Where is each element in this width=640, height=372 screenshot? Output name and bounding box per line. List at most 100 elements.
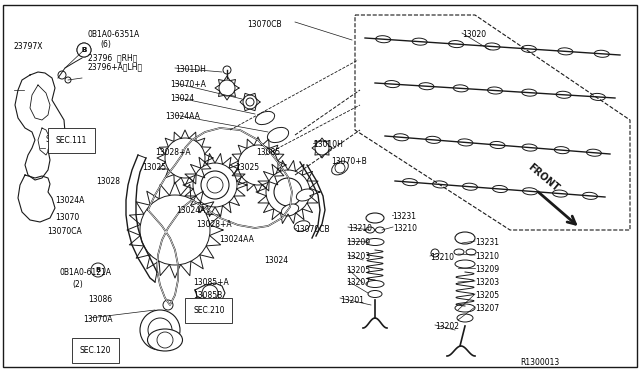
Circle shape [58, 71, 66, 79]
Text: 13024: 13024 [264, 256, 288, 265]
Ellipse shape [394, 134, 408, 141]
Ellipse shape [268, 128, 289, 142]
Ellipse shape [368, 291, 382, 298]
Text: 13210: 13210 [475, 252, 499, 261]
Text: 13201: 13201 [340, 296, 364, 305]
Text: 13024A: 13024A [176, 206, 205, 215]
Ellipse shape [385, 81, 399, 87]
Text: 13209: 13209 [475, 265, 499, 274]
Circle shape [163, 300, 173, 310]
Ellipse shape [376, 227, 385, 233]
Ellipse shape [485, 43, 500, 50]
Ellipse shape [454, 249, 464, 255]
Circle shape [223, 84, 231, 92]
Circle shape [140, 195, 210, 265]
Circle shape [238, 145, 278, 185]
Ellipse shape [522, 144, 537, 151]
Ellipse shape [552, 190, 568, 197]
Text: 13210: 13210 [348, 224, 372, 233]
Ellipse shape [554, 147, 569, 154]
Text: 13010H: 13010H [313, 140, 343, 149]
Text: 13024A: 13024A [55, 196, 84, 205]
Text: 13205: 13205 [346, 266, 370, 275]
Circle shape [243, 95, 257, 109]
Ellipse shape [522, 188, 538, 195]
Text: B: B [81, 47, 86, 53]
Circle shape [201, 171, 229, 199]
Text: 13231: 13231 [475, 238, 499, 247]
Ellipse shape [455, 304, 475, 312]
Text: 13024AA: 13024AA [219, 235, 254, 244]
Text: (6): (6) [100, 40, 111, 49]
Text: B: B [81, 47, 86, 53]
Ellipse shape [376, 36, 390, 43]
Ellipse shape [490, 141, 505, 148]
Circle shape [223, 66, 231, 74]
Ellipse shape [488, 87, 502, 94]
Ellipse shape [458, 139, 473, 146]
Text: 13207: 13207 [475, 304, 499, 313]
Text: 13020: 13020 [462, 30, 486, 39]
Ellipse shape [255, 111, 275, 125]
Ellipse shape [366, 213, 384, 223]
Ellipse shape [586, 149, 602, 156]
Text: R1300013: R1300013 [520, 358, 559, 367]
Text: 13070+B: 13070+B [331, 157, 367, 166]
Ellipse shape [449, 41, 463, 48]
Circle shape [193, 163, 237, 207]
Text: 13203: 13203 [346, 252, 370, 261]
Text: 13085: 13085 [256, 148, 280, 157]
Circle shape [319, 144, 326, 151]
Ellipse shape [466, 249, 476, 255]
Text: 13025: 13025 [235, 163, 259, 172]
Ellipse shape [590, 93, 605, 100]
Circle shape [315, 141, 329, 155]
Text: SEC.111: SEC.111 [56, 136, 88, 145]
Circle shape [246, 98, 254, 106]
Ellipse shape [595, 50, 609, 57]
Text: 13070A: 13070A [83, 315, 113, 324]
Text: 13070: 13070 [55, 213, 79, 222]
Text: 13024: 13024 [170, 94, 194, 103]
Ellipse shape [556, 91, 571, 98]
Circle shape [219, 80, 235, 96]
Ellipse shape [455, 260, 475, 268]
Ellipse shape [433, 181, 447, 188]
Ellipse shape [493, 186, 508, 193]
Circle shape [77, 43, 91, 57]
Text: 13209: 13209 [346, 238, 370, 247]
Text: B: B [95, 267, 100, 273]
Text: 13203: 13203 [475, 278, 499, 287]
Ellipse shape [403, 179, 417, 186]
Text: 13024AA: 13024AA [165, 112, 200, 121]
Text: 23797X: 23797X [14, 42, 44, 51]
Circle shape [204, 174, 226, 196]
Ellipse shape [457, 314, 473, 322]
Text: 13070+A: 13070+A [170, 80, 206, 89]
Circle shape [148, 318, 172, 342]
Circle shape [91, 263, 105, 277]
Text: SEC.210: SEC.210 [193, 306, 225, 315]
Text: SEC.210: SEC.210 [193, 305, 225, 314]
Text: 13210: 13210 [393, 224, 417, 233]
Ellipse shape [558, 48, 573, 55]
Text: 13070CB: 13070CB [247, 20, 282, 29]
Circle shape [274, 178, 302, 206]
Text: 13231: 13231 [392, 212, 416, 221]
Text: 13070CA: 13070CA [47, 227, 82, 236]
Text: 13207: 13207 [346, 278, 370, 287]
Ellipse shape [522, 89, 537, 96]
Circle shape [77, 43, 91, 57]
Ellipse shape [365, 227, 374, 233]
Ellipse shape [522, 45, 536, 52]
Ellipse shape [426, 136, 441, 143]
Ellipse shape [147, 329, 182, 351]
Ellipse shape [453, 85, 468, 92]
Text: 13070CB: 13070CB [295, 225, 330, 234]
Text: 13086: 13086 [88, 295, 112, 304]
Text: 0B1A0-6121A: 0B1A0-6121A [60, 268, 112, 277]
Text: 1301DH: 1301DH [175, 65, 206, 74]
Text: 13028+A: 13028+A [196, 220, 232, 229]
Text: 23796+A〈LH〉: 23796+A〈LH〉 [88, 62, 143, 71]
Text: 13028: 13028 [96, 177, 120, 186]
